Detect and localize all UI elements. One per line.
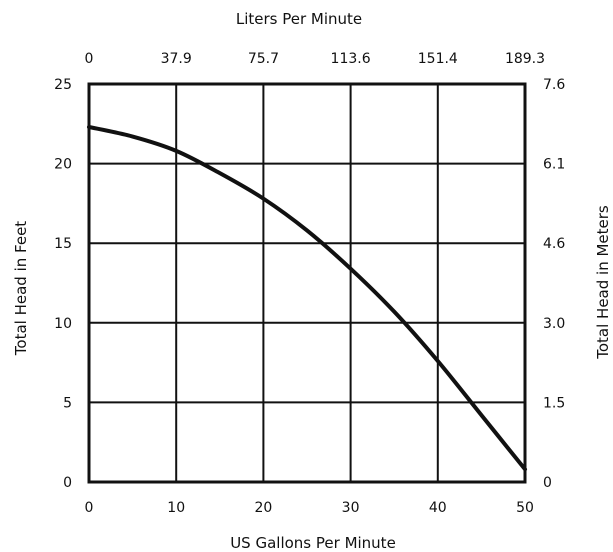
- y2-axis-tick-labels: 0 1.5 3.0 4.6 6.1 7.6: [543, 77, 565, 491]
- x2-tick-label: 0: [85, 51, 94, 67]
- x2-tick-label: 37.9: [161, 51, 192, 67]
- x-tick-label: 50: [516, 500, 534, 516]
- x2-tick-label: 189.3: [505, 51, 545, 67]
- y-axis-tick-labels: 0 5 10 15 20 25: [54, 77, 72, 491]
- x-axis-title: US Gallons Per Minute: [230, 534, 396, 552]
- y-axis-title: Total Head in Feet: [12, 221, 30, 356]
- y2-tick-label: 4.6: [543, 236, 565, 252]
- x2-axis-tick-labels: 0 37.9 75.7 113.6 151.4 189.3: [85, 51, 546, 67]
- y-tick-label: 10: [54, 316, 72, 332]
- y-tick-label: 5: [63, 395, 72, 411]
- y-tick-label: 20: [54, 157, 72, 173]
- plot-frame: [87, 82, 527, 484]
- x2-axis-title: Liters Per Minute: [236, 10, 362, 28]
- y2-tick-label: 1.5: [543, 395, 565, 411]
- x-axis-tick-labels: 0 10 20 30 40 50: [85, 500, 534, 516]
- y-tick-label: 0: [63, 475, 72, 491]
- x-tick-label: 30: [342, 500, 360, 516]
- x-tick-label: 40: [429, 500, 447, 516]
- y2-axis-title: Total Head in Meters: [594, 205, 612, 360]
- x2-tick-label: 113.6: [331, 51, 371, 67]
- y2-tick-label: 6.1: [543, 157, 565, 173]
- y2-tick-label: 3.0: [543, 316, 565, 332]
- performance-curve: [87, 124, 527, 472]
- y-tick-label: 25: [54, 77, 72, 93]
- y-tick-label: 15: [54, 236, 72, 252]
- x-tick-label: 0: [85, 500, 94, 516]
- y2-tick-label: 0: [543, 475, 552, 491]
- x2-tick-label: 151.4: [418, 51, 458, 67]
- y2-tick-label: 7.6: [543, 77, 565, 93]
- x-tick-label: 20: [254, 500, 272, 516]
- grid-lines: [89, 84, 525, 482]
- x2-tick-label: 75.7: [248, 51, 279, 67]
- x-tick-label: 10: [167, 500, 185, 516]
